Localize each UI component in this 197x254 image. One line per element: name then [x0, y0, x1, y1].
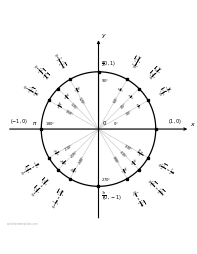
Text: $270°$: $270°$ [101, 175, 111, 182]
Text: $((\frac{\sqrt{2}}{2},-\frac{\sqrt{2}}{2}))$: $((\frac{\sqrt{2}}{2},-\frac{\sqrt{2}}{2… [144, 175, 168, 198]
Text: $330°$: $330°$ [122, 141, 134, 152]
Text: $\pi$: $\pi$ [32, 120, 37, 127]
Text: $\frac{7\pi}{4}$: $\frac{7\pi}{4}$ [126, 157, 138, 168]
Text: $(-1,0)$: $(-1,0)$ [10, 117, 29, 125]
Text: $90°$: $90°$ [101, 77, 109, 84]
Text: $0°$: $0°$ [113, 120, 119, 127]
Text: $\frac{3\pi}{4}$: $\frac{3\pi}{4}$ [59, 91, 71, 102]
Text: $45°$: $45°$ [118, 100, 128, 110]
Text: $60°$: $60°$ [111, 95, 121, 105]
Text: $\frac{4\pi}{3}$: $\frac{4\pi}{3}$ [69, 165, 81, 175]
Text: $((\frac{1}{2},-\frac{\sqrt{3}}{2}))$: $((\frac{1}{2},-\frac{\sqrt{3}}{2}))$ [128, 186, 148, 209]
Text: $(0,-1)$: $(0,-1)$ [102, 192, 122, 201]
Text: $y$: $y$ [101, 31, 107, 39]
Text: $((-\frac{\sqrt{2}}{2},\frac{\sqrt{2}}{2}))$: $((-\frac{\sqrt{2}}{2},\frac{\sqrt{2}}{2… [30, 61, 52, 84]
Text: $((\frac{1}{2},\frac{\sqrt{3}}{2}))$: $((\frac{1}{2},\frac{\sqrt{3}}{2}))$ [129, 52, 147, 71]
Text: $\frac{11\pi}{6}$: $\frac{11\pi}{6}$ [133, 146, 145, 160]
Text: $210°$: $210°$ [63, 141, 75, 152]
Text: $\frac{2\pi}{3}$: $\frac{2\pi}{3}$ [69, 84, 81, 94]
Text: $(1,0)$: $(1,0)$ [168, 117, 182, 125]
Text: worksheettemplates.com: worksheettemplates.com [7, 221, 38, 225]
Text: $30°$: $30°$ [123, 107, 133, 117]
Text: $300°$: $300°$ [110, 153, 121, 165]
Text: $\frac{\pi}{2}$: $\frac{\pi}{2}$ [101, 60, 105, 70]
Text: $240°$: $240°$ [76, 153, 87, 165]
Text: $((-\frac{1}{2},-\frac{\sqrt{3}}{2}))$: $((-\frac{1}{2},-\frac{\sqrt{3}}{2}))$ [48, 185, 70, 210]
Text: $\frac{\pi}{4}$: $\frac{\pi}{4}$ [127, 92, 137, 101]
Text: $\frac{\pi}{3}$: $\frac{\pi}{3}$ [117, 85, 127, 93]
Text: $\frac{\pi}{6}$: $\frac{\pi}{6}$ [135, 101, 143, 112]
Text: $((\frac{\sqrt{3}}{2},\frac{1}{2}))$: $((\frac{\sqrt{3}}{2},\frac{1}{2}))$ [156, 82, 175, 99]
Text: $180°$: $180°$ [45, 120, 55, 127]
Text: $120°$: $120°$ [76, 94, 87, 106]
Text: $(0,1)$: $(0,1)$ [102, 59, 116, 68]
Text: $((-\frac{\sqrt{3}}{2},-\frac{1}{2}))$: $((-\frac{\sqrt{3}}{2},-\frac{1}{2}))$ [18, 158, 44, 179]
Text: $225°$: $225°$ [68, 148, 80, 160]
Text: $\frac{5\pi}{6}$: $\frac{5\pi}{6}$ [53, 100, 63, 112]
Text: $\frac{7\pi}{6}$: $\frac{7\pi}{6}$ [53, 147, 63, 159]
Text: $150°$: $150°$ [63, 107, 75, 118]
Text: $\frac{3\pi}{2}$: $\frac{3\pi}{2}$ [101, 190, 107, 201]
Text: $\frac{5\pi}{4}$: $\frac{5\pi}{4}$ [59, 157, 71, 168]
Text: $((-\frac{\sqrt{3}}{2},\frac{1}{2}))$: $((-\frac{\sqrt{3}}{2},\frac{1}{2}))$ [20, 82, 42, 100]
Text: $x$: $x$ [190, 120, 196, 127]
Text: $135°$: $135°$ [68, 99, 80, 111]
Text: $((\frac{\sqrt{3}}{2},-\frac{1}{2}))$: $((\frac{\sqrt{3}}{2},-\frac{1}{2}))$ [155, 159, 177, 178]
Text: $((\frac{\sqrt{2}}{2},\frac{\sqrt{2}}{2}))$: $((\frac{\sqrt{2}}{2},\frac{\sqrt{2}}{2}… [146, 62, 166, 82]
Text: $((-\frac{\sqrt{2}}{2},-\frac{\sqrt{2}}{2}))$: $((-\frac{\sqrt{2}}{2},-\frac{\sqrt{2}}{… [28, 174, 54, 200]
Text: $\frac{5\pi}{3}$: $\frac{5\pi}{3}$ [116, 165, 128, 175]
Text: $0$: $0$ [102, 119, 107, 127]
Text: $((-\frac{1}{2},\frac{\sqrt{3}}{2}))$: $((-\frac{1}{2},\frac{\sqrt{3}}{2}))$ [50, 51, 68, 72]
Text: $315°$: $315°$ [117, 148, 129, 160]
